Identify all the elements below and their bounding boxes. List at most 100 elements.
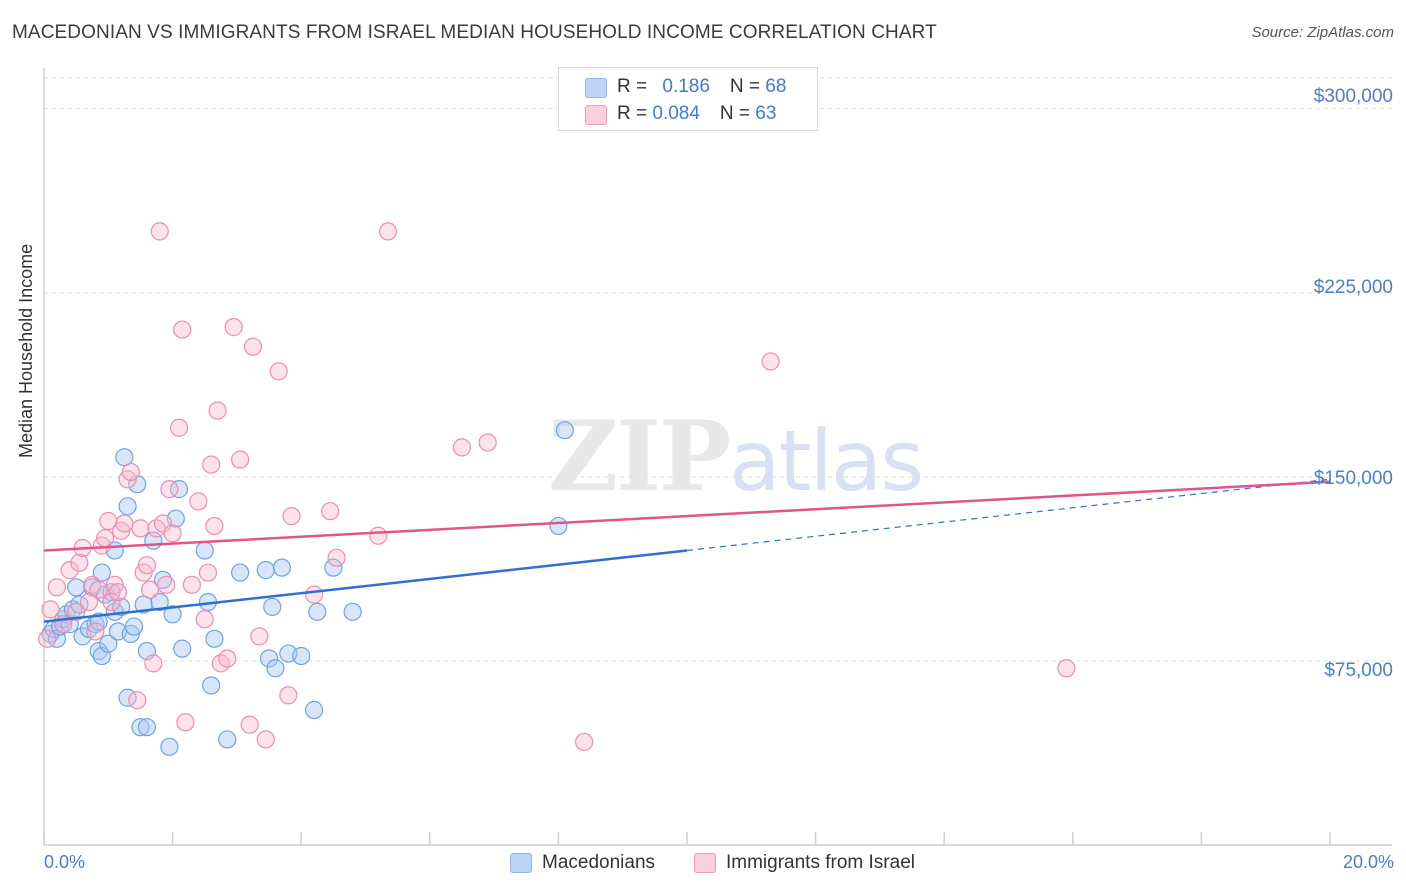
n-value: 68 [765,76,787,97]
macedonian-point [173,639,192,658]
legend-label: Immigrants from Israel [726,852,915,873]
macedonian-point [343,602,362,621]
macedonian-point [218,730,237,749]
israel-point [144,654,163,673]
israel-point [121,462,140,482]
israel-point [205,516,224,536]
israel-point [321,502,340,521]
macedonian-point [67,578,86,597]
israel-point [102,592,121,612]
macedonian-trendline [43,549,688,623]
israel-point [279,686,298,705]
israel-trendline [43,480,1331,552]
israel-point [60,561,79,580]
israel-point [137,556,156,575]
macedonian-point [202,676,221,695]
israel-point [86,622,105,641]
macedonian-point [99,634,118,653]
israel-point [153,514,173,533]
israel-point [189,492,208,511]
macedonian-point [266,659,285,678]
macedonian-point [308,602,327,621]
n-value: 63 [755,103,777,124]
macedonian-point [259,649,279,668]
macedonian-point [153,570,173,590]
israel-point [169,418,189,437]
israel-point [231,450,250,469]
macedonian-point [256,561,275,580]
macedonian-trendline-extension [686,478,1331,552]
watermark: ZIPatlas [548,400,924,513]
y-tick-label: $300,000 [1313,86,1393,107]
macedonian-point [112,597,131,617]
israel-point [304,585,324,604]
r-value: 0.084 [652,103,700,124]
macedonian-point [263,597,282,617]
macedonian-point [169,480,189,499]
legend-swatch-blue [585,78,607,98]
israel-point [256,730,275,749]
israel-point [243,337,263,356]
stats-legend: R = 0.186 N = 68 R = 0.084 N = 63 [558,67,818,131]
israel-point [163,524,182,543]
source-label: Source: ZipAtlas.com [1251,24,1394,41]
macedonian-point [272,558,292,577]
israel-point [131,519,150,538]
y-tick-label: $225,000 [1313,277,1393,298]
israel-point [157,575,176,594]
israel-point [195,610,214,629]
macedonian-point [292,646,311,666]
israel-point [282,507,301,526]
macedonian-point [124,617,144,636]
macedonian-point [549,516,568,536]
israel-point [202,455,221,474]
israel-point [67,602,86,621]
macedonian-point [160,737,179,756]
israel-point [218,649,237,668]
y-tick-label: $75,000 [1324,660,1393,681]
israel-point [160,480,179,499]
macedonian-point [195,541,214,560]
israel-point [198,563,218,582]
macedonian-point [304,700,324,720]
x-tick-label: 0.0% [44,852,86,872]
israel-point [240,715,259,734]
israel-point [70,553,89,572]
israel-point [79,592,99,612]
israel-point [128,691,147,710]
macedonian-point [231,563,250,582]
macedonian-point [150,592,169,612]
israel-point [108,583,128,602]
israel-point [140,580,160,599]
israel-point [38,629,57,648]
israel-point [95,529,115,548]
israel-point [182,575,201,594]
israel-point [115,514,134,533]
israel-point [41,600,60,619]
israel-point [250,627,269,646]
y-tick-label: $150,000 [1313,468,1393,489]
y-axis-label: Median Household Income [16,243,36,458]
israel-point [176,713,195,732]
israel-point [378,222,398,241]
israel-point [575,732,594,752]
x-tick-label: 20.0% [1342,852,1394,872]
macedonian-point [137,718,156,737]
israel-point [89,580,108,599]
israel-point [47,578,66,597]
macedonian-point [92,563,111,582]
israel-point [327,548,346,567]
legend-swatch-pink [585,105,607,125]
legend-swatch-blue [510,853,532,873]
r-value: 0.186 [662,76,710,97]
macedonian-point [324,558,343,577]
israel-point [173,320,192,339]
israel-point [269,362,288,381]
israel-point [478,433,497,452]
macedonian-point [163,605,182,624]
legend-label: Macedonians [542,852,656,873]
israel-point [452,438,472,457]
macedonian-point [118,497,137,516]
israel-point [761,352,780,371]
